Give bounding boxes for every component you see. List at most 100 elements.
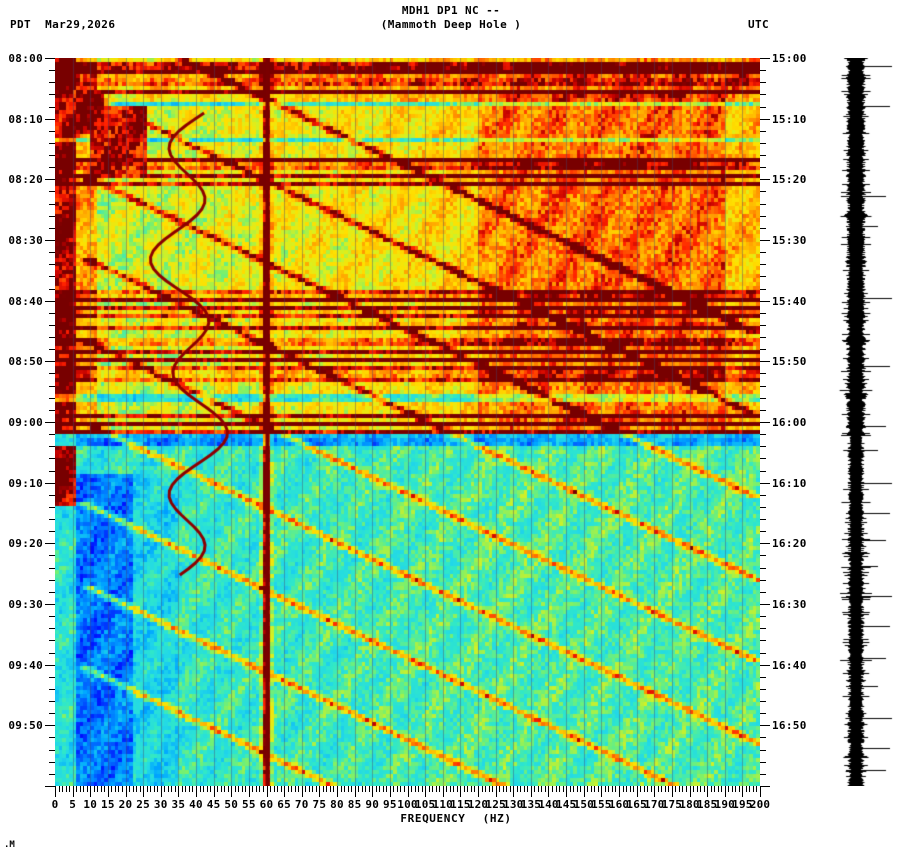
axis-tick (760, 616, 766, 617)
spectrogram-canvas[interactable] (55, 58, 760, 786)
frequency-label: 145 (555, 798, 577, 811)
axis-tick (49, 737, 55, 738)
frequency-tick (503, 786, 504, 792)
axis-tick (760, 628, 766, 629)
frequency-label: 25 (136, 798, 150, 811)
axis-tick (760, 774, 766, 775)
axis-tick (49, 677, 55, 678)
axis-tick (760, 762, 766, 763)
frequency-tick (517, 786, 518, 792)
axis-tick (760, 325, 766, 326)
axis-tick (760, 725, 770, 726)
frequency-label: 85 (347, 798, 362, 811)
frequency-tick (651, 786, 652, 792)
frequency-tick (330, 786, 331, 792)
frequency-tick (711, 786, 712, 792)
axis-tick (760, 713, 766, 714)
time-label-pdt: 08:40 (8, 295, 43, 308)
axis-tick (49, 507, 55, 508)
frequency-tick (66, 786, 67, 792)
time-label-utc: 16:20 (772, 537, 807, 550)
frequency-tick (133, 786, 134, 792)
axis-tick (760, 737, 766, 738)
frequency-label: 135 (520, 798, 542, 811)
frequency-tick (111, 786, 112, 792)
frequency-tick (418, 786, 419, 792)
frequency-tick (379, 786, 380, 792)
axis-tick (760, 216, 766, 217)
frequency-tick (115, 786, 116, 792)
frequency-tick (739, 786, 740, 792)
frequency-tick (545, 786, 546, 792)
frequency-tick (316, 786, 317, 792)
corner-mark: .M (4, 840, 15, 850)
time-label-utc: 15:20 (772, 173, 807, 186)
frequency-tick (411, 786, 412, 792)
frequency-tick (369, 786, 370, 792)
frequency-tick (471, 786, 472, 792)
axis-tick (760, 143, 766, 144)
axis-tick (760, 252, 766, 253)
frequency-label: 90 (365, 798, 380, 811)
frequency-tick (175, 786, 176, 792)
frequency-tick (182, 786, 183, 792)
frequency-tick (679, 786, 680, 792)
frequency-tick (725, 786, 726, 797)
axis-tick (49, 750, 55, 751)
axis-tick (49, 628, 55, 629)
frequency-tick (704, 786, 705, 792)
frequency-tick (390, 786, 391, 797)
frequency-axis-ticks (55, 786, 761, 798)
frequency-tick (274, 786, 275, 792)
frequency-label: 110 (432, 798, 453, 811)
frequency-tick (118, 786, 119, 792)
axis-tick (49, 434, 55, 435)
frequency-tick (753, 786, 754, 792)
frequency-tick (309, 786, 310, 792)
frequency-tick (682, 786, 683, 792)
axis-tick (49, 191, 55, 192)
axis-tick (760, 786, 770, 787)
frequency-tick (457, 786, 458, 792)
frequency-tick (189, 786, 190, 792)
time-label-utc: 16:40 (772, 659, 807, 672)
frequency-tick (559, 786, 560, 792)
frequency-label: 95 (383, 798, 397, 811)
axis-tick (760, 471, 766, 472)
frequency-tick (608, 786, 609, 792)
frequency-tick (217, 786, 218, 792)
frequency-tick (108, 786, 109, 797)
axis-tick (760, 495, 766, 496)
frequency-tick (665, 786, 666, 792)
axis-tick (760, 580, 766, 581)
seismogram-trace (820, 58, 902, 786)
frequency-tick (697, 786, 698, 792)
axis-tick (49, 446, 55, 447)
frequency-tick (238, 786, 239, 792)
frequency-tick (69, 786, 70, 792)
axis-tick (45, 665, 55, 666)
axis-tick (49, 640, 55, 641)
frequency-label: 195 (732, 798, 753, 811)
frequency-tick (637, 786, 638, 797)
frequency-tick (400, 786, 401, 792)
spectrogram-plot[interactable] (55, 58, 760, 786)
frequency-tick (192, 786, 193, 792)
axis-tick (760, 155, 766, 156)
frequency-label: 70 (294, 798, 309, 811)
frequency-tick (94, 786, 95, 792)
frequency-tick (482, 786, 483, 792)
frequency-tick (376, 786, 377, 792)
axis-tick (49, 762, 55, 763)
frequency-tick (200, 786, 201, 792)
axis-tick (760, 313, 766, 314)
frequency-tick (654, 786, 655, 797)
axis-tick (760, 483, 770, 484)
axis-tick (49, 774, 55, 775)
frequency-tick (129, 786, 130, 792)
axis-tick (760, 349, 766, 350)
frequency-tick (372, 786, 373, 797)
axis-tick (760, 555, 766, 556)
frequency-tick (556, 786, 557, 792)
frequency-tick (87, 786, 88, 792)
